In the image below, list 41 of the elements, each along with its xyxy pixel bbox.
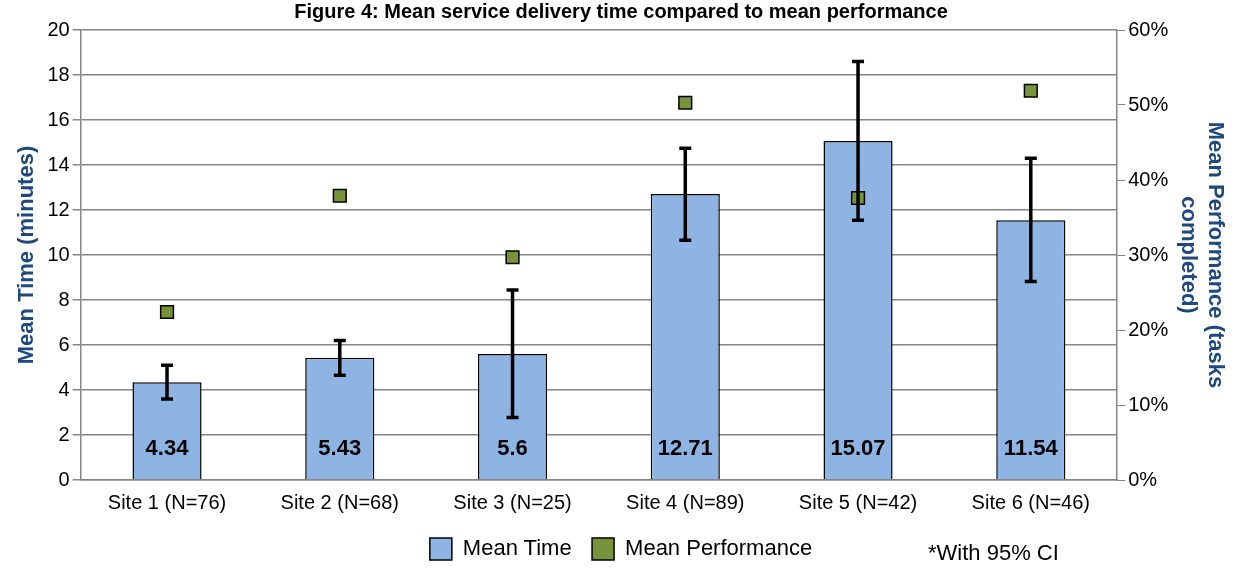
point bbox=[159, 304, 175, 320]
x-tick-label: Site 3 (N=25) bbox=[453, 490, 572, 513]
y-tick-label: 0 bbox=[58, 467, 70, 490]
y-tick-label: 6 bbox=[58, 332, 70, 355]
point bbox=[678, 95, 693, 110]
y2-tick-label: 20% bbox=[1128, 317, 1169, 340]
x-tick-label: Site 2 (N=68) bbox=[280, 490, 399, 513]
y2-tick-label: 40% bbox=[1128, 167, 1169, 190]
data-label: 11.54 bbox=[1003, 435, 1059, 461]
y-tick-label: 16 bbox=[47, 107, 70, 130]
y-tick-label: 8 bbox=[58, 287, 70, 310]
data-label: 5.6 bbox=[497, 435, 528, 461]
legend-label: Mean Performance bbox=[625, 535, 813, 561]
y2-tick-label: 10% bbox=[1128, 392, 1169, 415]
y2-tick-label: 0% bbox=[1128, 467, 1158, 490]
point bbox=[1023, 83, 1038, 98]
chart-title: Figure 4: Mean service delivery time compared to mean performance bbox=[294, 0, 948, 22]
y-tick-label: 4 bbox=[58, 377, 70, 400]
text: *With 95% CI bbox=[928, 540, 1059, 566]
x-tick-label: Site 4 (N=89) bbox=[626, 490, 745, 513]
y-tick-label: 12 bbox=[47, 197, 70, 220]
y-tick-label: 14 bbox=[47, 152, 70, 175]
x-tick-label: Site 1 (N=76) bbox=[107, 490, 227, 513]
data-label: 5.43 bbox=[318, 435, 362, 461]
y-tick-label: 20 bbox=[47, 17, 70, 40]
point bbox=[332, 188, 347, 203]
y2-tick-label: 30% bbox=[1128, 242, 1169, 265]
y-tick-label: 18 bbox=[47, 62, 70, 85]
y2-tick-label: 60% bbox=[1128, 17, 1169, 40]
point bbox=[505, 250, 520, 265]
data-label: 12.71 bbox=[657, 435, 713, 461]
y-tick-label: 10 bbox=[47, 242, 70, 265]
x-tick-label: Site 6 (N=46) bbox=[971, 490, 1090, 513]
y2-tick-label: 50% bbox=[1128, 92, 1169, 115]
y-axis-title: Mean Time (minutes) bbox=[13, 145, 39, 365]
legend-label: Mean Time bbox=[462, 535, 572, 561]
data-label: 4.34 bbox=[145, 435, 190, 461]
x-tick-label: Site 5 (N=42) bbox=[798, 490, 918, 513]
data-label: 15.07 bbox=[830, 435, 886, 461]
y2-axis-title: Mean Performance (tasks completed) bbox=[1177, 121, 1229, 389]
y-tick-label: 2 bbox=[58, 422, 70, 445]
